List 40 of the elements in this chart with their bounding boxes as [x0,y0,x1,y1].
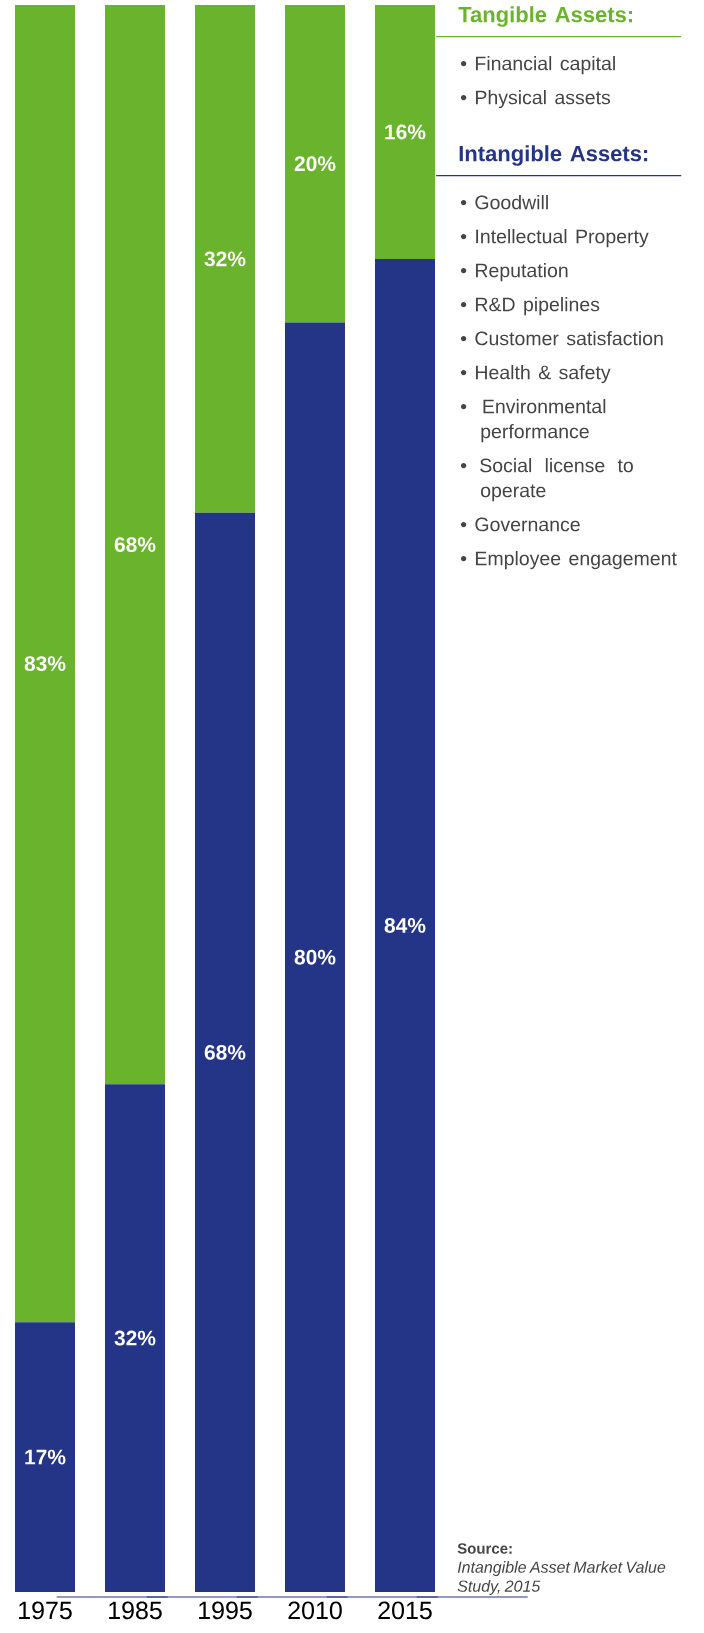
data-label: 80% [294,949,336,965]
source-note: Source: [457,1543,512,1554]
text: • Intellectual Property [460,229,649,248]
text: • Reputation [460,263,568,282]
series-label: Tangible Assets: [458,6,633,27]
data-label: 68% [114,537,156,553]
x-tick-label: 1985 [109,1601,162,1620]
text: • Health & safety [460,365,611,384]
x-tick-label: 2010 [288,1601,342,1620]
data-label: 20% [294,156,336,172]
data-label: 16% [385,124,426,140]
text: • Customer satisfaction [460,331,663,346]
data-label: 68% [204,1044,246,1060]
bar [105,1084,165,1592]
bar [285,322,345,1592]
text: • Physical assets [460,90,611,109]
data-label: 32% [204,251,246,267]
text: • Environmental performance [460,399,606,443]
bar [195,512,255,1592]
bar [374,258,435,1592]
text: • Social license to operate [460,458,633,502]
data-label: 83% [24,656,66,672]
bar [285,5,345,323]
text: • Governance [460,517,580,532]
data-label: 32% [114,1330,156,1346]
data-label: 84% [384,918,426,933]
bar [15,5,75,1323]
text: • Financial capital [460,56,615,75]
x-tick-label: 2015 [378,1601,432,1620]
bar [105,5,165,1085]
bar [195,5,255,513]
bar [15,1322,75,1592]
text: • Goodwill [460,195,548,210]
data-label: 17% [25,1449,66,1465]
text: • R&D pipelines [460,297,600,316]
text: Intangible Asset Market Value Study, 2015 [457,1561,666,1595]
x-tick-label: 1995 [199,1601,252,1620]
text: Intangible Assets: [459,145,648,166]
x-tick-label: 1975 [19,1601,72,1620]
text: • Employee engagement [460,551,677,570]
